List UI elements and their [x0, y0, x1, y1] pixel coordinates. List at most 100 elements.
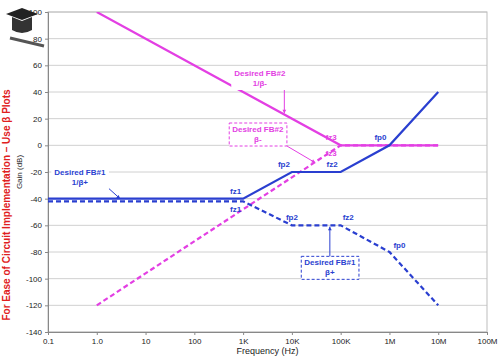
- tick-label: 20: [33, 115, 42, 124]
- tick: 60: [33, 61, 48, 70]
- series-line: [97, 12, 438, 145]
- tick-label: -140: [26, 328, 43, 337]
- tick-mark: [45, 145, 48, 146]
- tick: 100K: [332, 332, 351, 346]
- tick: 80: [33, 35, 48, 44]
- chart: 0.11.0101001K10K100K1M10M100M-140-120-10…: [0, 0, 500, 357]
- tick: 20: [33, 115, 48, 124]
- series-name: β-: [254, 135, 262, 144]
- annotation: Desired FB#2: [234, 69, 286, 78]
- annotation-arrowhead: [116, 195, 120, 199]
- tick-label: 1K: [239, 337, 249, 346]
- annotation-arrowhead: [328, 227, 332, 231]
- tick-label: -60: [30, 221, 42, 230]
- tick-mark: [45, 65, 48, 66]
- tick-label: 60: [33, 61, 42, 70]
- annotation-arrowhead: [311, 159, 315, 162]
- series-group: [48, 12, 438, 305]
- grid-line: [48, 65, 487, 66]
- tick-mark: [45, 199, 48, 200]
- series-label: Desired FB#21/β-: [231, 67, 289, 113]
- x-axis: 0.11.0101001K10K100K1M10M100M: [43, 332, 498, 346]
- grid-line: [48, 118, 487, 119]
- point-label: fz3: [326, 149, 338, 158]
- annotation: Desired FB#1: [304, 258, 356, 267]
- tick-label: 40: [33, 88, 42, 97]
- point-label: fz1: [230, 187, 242, 196]
- tick-mark: [194, 332, 195, 335]
- series-label: Desired FB#2β-: [229, 123, 315, 163]
- annotation-arrow: [329, 227, 330, 257]
- tick: 10: [142, 332, 151, 346]
- tick-mark: [341, 332, 342, 335]
- point-label: fz2: [327, 160, 339, 169]
- label-box: [229, 123, 287, 146]
- tick: -100: [26, 275, 48, 284]
- tick-label: -80: [30, 248, 42, 257]
- tick-mark: [45, 252, 48, 253]
- point-label: fz1: [230, 205, 242, 214]
- tick-mark: [389, 332, 390, 335]
- tick-mark: [45, 279, 48, 280]
- y-axis: -140 -120 -100 -80 -60 -40 -20 0 20 40 60 80 100: [26, 8, 49, 337]
- tick: -120: [26, 301, 48, 310]
- tick: -40: [30, 195, 48, 204]
- tick-label: 10: [142, 337, 151, 346]
- tick: 0.1: [43, 332, 55, 346]
- axis-line: [45, 13, 49, 333]
- tick-label: 80: [33, 35, 42, 44]
- tick: 10K: [285, 332, 300, 346]
- tick-label: 100M: [477, 337, 497, 346]
- tick-mark: [146, 332, 147, 335]
- tick-mark: [97, 332, 98, 335]
- series-line: [48, 92, 438, 199]
- annotation-arrow: [287, 146, 315, 163]
- tick: 100M: [477, 332, 497, 346]
- tick-mark: [45, 305, 48, 306]
- tick-mark: [45, 225, 48, 226]
- tick-mark: [45, 39, 48, 40]
- tick-mark: [438, 332, 439, 335]
- tick: 10M: [431, 332, 447, 346]
- tick-label: 0: [38, 141, 43, 150]
- tick: -140: [26, 328, 48, 337]
- series-label: Desired FB#11/β+: [51, 166, 120, 199]
- annotation: Desired FB#1: [54, 168, 106, 177]
- tick: -20: [30, 168, 48, 177]
- grid-line: [48, 92, 487, 93]
- tick-mark: [45, 92, 48, 93]
- series-name: β+: [325, 268, 335, 277]
- tick-mark: [45, 172, 48, 173]
- tick-label: -100: [26, 275, 43, 284]
- tick-label: 100: [29, 8, 43, 17]
- tick: 0: [38, 141, 48, 150]
- logo-cap-body: [12, 17, 32, 33]
- grid: [48, 12, 487, 332]
- tick-label: 10K: [285, 337, 300, 346]
- series-name: 1/β-: [253, 79, 268, 88]
- grid-line: [48, 38, 487, 39]
- grid-line: [48, 172, 487, 173]
- grid-line: [48, 252, 487, 253]
- point-label: fz3: [326, 133, 338, 142]
- tick-label: -40: [30, 195, 42, 204]
- tick: 100: [188, 332, 202, 346]
- series-line: [48, 201, 438, 305]
- tick-label: 0.1: [43, 337, 55, 346]
- tick-label: 10M: [431, 337, 447, 346]
- series-name: 1/β+: [72, 178, 89, 187]
- x-axis-title: Frequency (Hz): [236, 346, 298, 356]
- tick-mark: [292, 332, 293, 335]
- annotations: Desired FB#21/β-Desired FB#2β-Desired FB…: [51, 67, 406, 279]
- tick-label: 100K: [332, 337, 351, 346]
- tick-mark: [45, 12, 48, 13]
- axis-line: [49, 333, 488, 336]
- tick: -60: [30, 221, 48, 230]
- tick-mark: [45, 332, 48, 333]
- tick-mark: [45, 119, 48, 120]
- annotation-arrowhead: [282, 110, 286, 114]
- series-label: Desired FB#1β+: [301, 227, 359, 280]
- tick-mark: [243, 332, 244, 335]
- tick: 1K: [239, 332, 249, 346]
- grid-line: [48, 225, 487, 226]
